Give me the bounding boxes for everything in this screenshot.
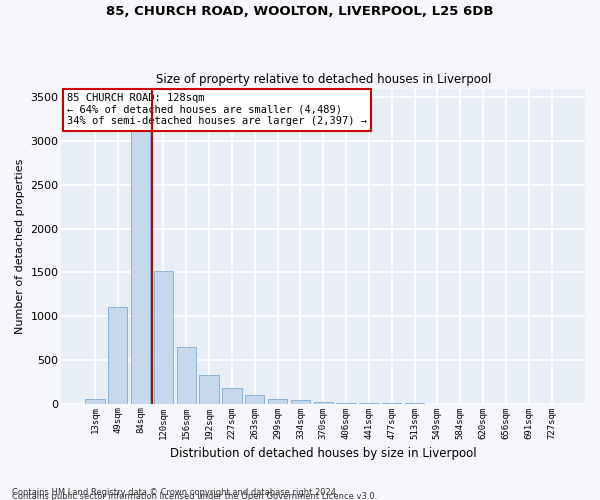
Bar — [154, 270, 173, 404]
Bar — [131, 102, 151, 404]
Text: Contains public sector information licensed under the Open Government Licence v3: Contains public sector information licen… — [12, 492, 377, 500]
Y-axis label: Number of detached properties: Number of detached properties — [15, 158, 25, 334]
Bar — [337, 403, 356, 404]
Title: Size of property relative to detached houses in Liverpool: Size of property relative to detached ho… — [155, 73, 491, 86]
Bar — [291, 400, 310, 404]
Bar — [245, 395, 265, 404]
X-axis label: Distribution of detached houses by size in Liverpool: Distribution of detached houses by size … — [170, 447, 476, 460]
Bar — [222, 388, 242, 404]
Bar — [268, 398, 287, 404]
Bar — [176, 346, 196, 404]
Bar — [85, 400, 104, 404]
Text: Contains HM Land Registry data © Crown copyright and database right 2024.: Contains HM Land Registry data © Crown c… — [12, 488, 338, 497]
Bar — [108, 308, 127, 404]
Bar — [199, 375, 219, 404]
Text: 85, CHURCH ROAD, WOOLTON, LIVERPOOL, L25 6DB: 85, CHURCH ROAD, WOOLTON, LIVERPOOL, L25… — [106, 5, 494, 18]
Bar — [314, 402, 333, 404]
Text: 85 CHURCH ROAD: 128sqm
← 64% of detached houses are smaller (4,489)
34% of semi-: 85 CHURCH ROAD: 128sqm ← 64% of detached… — [67, 94, 367, 126]
